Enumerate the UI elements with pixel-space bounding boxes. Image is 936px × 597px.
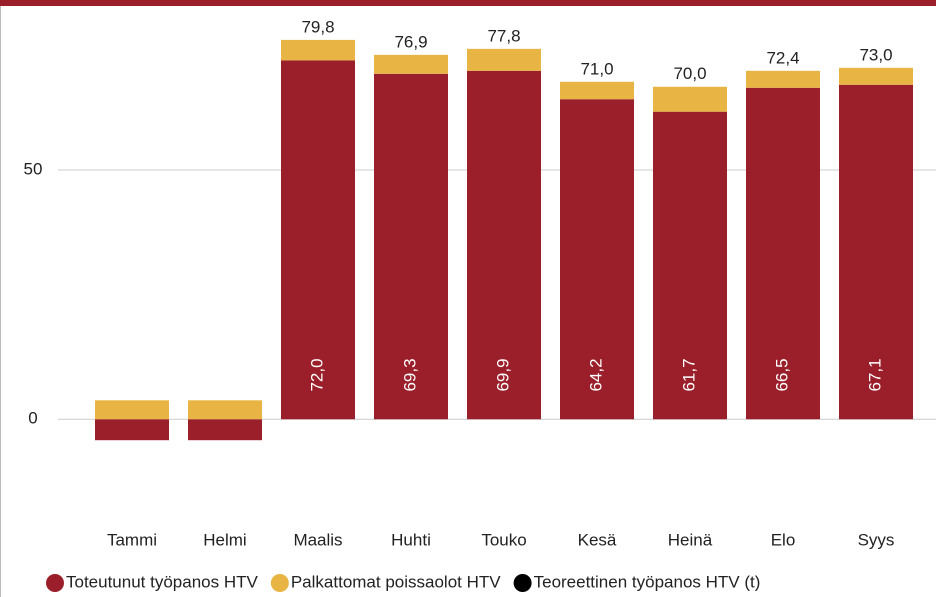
bar-segment xyxy=(374,54,448,74)
bar-segment xyxy=(467,70,541,420)
bar-segment xyxy=(188,419,262,441)
header-bar xyxy=(0,0,936,6)
x-tick-label: Elo xyxy=(771,530,796,549)
bar-segment xyxy=(467,48,541,71)
bar-value-label: 69,9 xyxy=(493,358,512,391)
total-label: 77,8 xyxy=(487,26,520,45)
legend-marker xyxy=(46,574,64,592)
legend-label: Palkattomat poissaolot HTV xyxy=(291,572,501,591)
bar-segment xyxy=(188,400,262,420)
bar-segment xyxy=(560,99,634,420)
bar-segment xyxy=(839,67,913,85)
bar-value-label: 66,5 xyxy=(772,358,791,391)
legend-marker xyxy=(513,574,532,592)
bar-segment xyxy=(746,70,820,88)
total-label: 72,4 xyxy=(766,48,799,67)
total-label: 70,0 xyxy=(673,64,706,83)
bar-segment xyxy=(281,39,355,61)
y-tick-label: 0 xyxy=(28,409,37,428)
bar-segment xyxy=(95,419,169,441)
bar-segment xyxy=(95,400,169,420)
bar-value-label: 64,2 xyxy=(586,358,605,391)
total-label: 76,9 xyxy=(394,32,427,51)
bar-value-label: 61,7 xyxy=(679,358,698,391)
total-label: 73,0 xyxy=(859,45,892,64)
bar-segment xyxy=(839,84,913,420)
x-tick-label: Syys xyxy=(858,530,895,549)
total-label: 71,0 xyxy=(580,59,613,78)
bar-value-label: 67,1 xyxy=(865,358,884,391)
y-tick-label: 50 xyxy=(24,159,43,178)
legend-label: Teoreettinen työpanos HTV (t) xyxy=(534,572,761,591)
bar-segment xyxy=(653,86,727,112)
bar-segment xyxy=(281,60,355,420)
bar-segment xyxy=(560,81,634,100)
x-tick-label: Kesä xyxy=(578,530,617,549)
x-tick-label: Maalis xyxy=(293,530,342,549)
legend-marker xyxy=(270,574,289,592)
bar-segment xyxy=(746,87,820,420)
bar-value-label: 72,0 xyxy=(307,358,326,391)
x-tick-label: Heinä xyxy=(668,530,713,549)
total-label: 79,8 xyxy=(301,17,334,36)
bar-segment xyxy=(653,111,727,420)
x-tick-label: Huhti xyxy=(391,530,431,549)
bar-value-label: 69,3 xyxy=(400,358,419,391)
x-tick-label: Tammi xyxy=(107,530,157,549)
x-tick-label: Helmi xyxy=(203,530,246,549)
x-tick-label: Touko xyxy=(481,530,526,549)
bar-segment xyxy=(374,73,448,420)
legend-label: Toteutunut työpanos HTV xyxy=(66,572,259,591)
